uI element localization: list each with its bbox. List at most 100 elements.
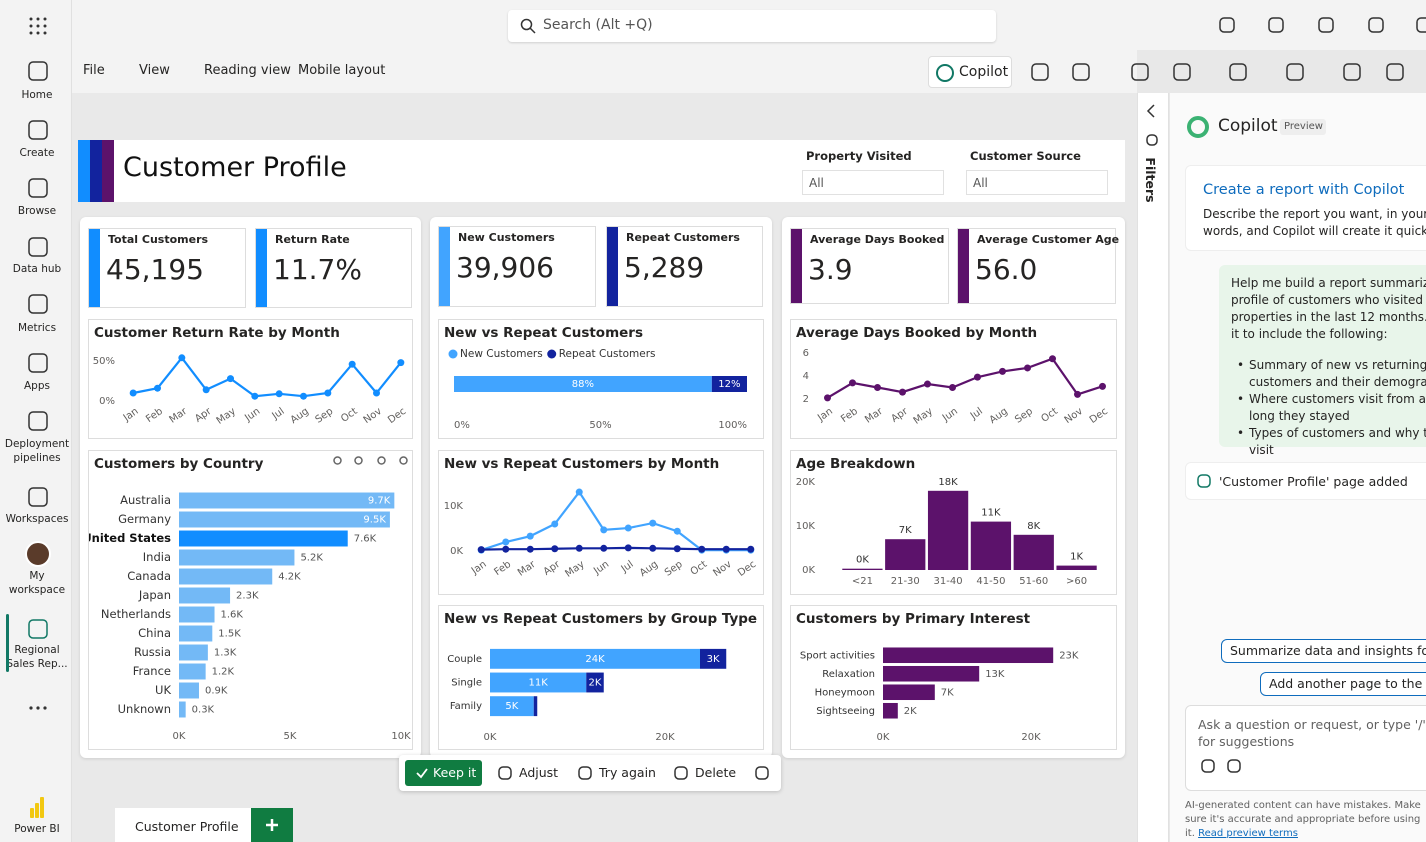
chart: Customer Return Rate by Month 0% 50% Jan Feb…: [93, 325, 409, 427]
x-tick-label: 41-50: [976, 576, 1005, 587]
icon[interactable]: [1228, 62, 1248, 82]
value-label: 1K: [1070, 552, 1083, 563]
nav-label[interactable]: My workspace: [8, 570, 66, 596]
x-tick-label: 51-60: [1019, 576, 1048, 587]
filters-label[interactable]: Filters: [1143, 157, 1158, 203]
chat-input[interactable]: Ask a question or request, or type '/' f…: [1185, 705, 1426, 791]
suggestion[interactable]: Add another page to the report: [1260, 672, 1426, 696]
chart-title: New vs Repeat Customers: [444, 325, 643, 341]
action-label[interactable]: Delete: [695, 765, 737, 780]
bullet-text: Types of customers and why they visit: [1249, 426, 1426, 457]
bar: [1056, 565, 1097, 570]
kpi-accent: [958, 229, 969, 303]
icon: [28, 487, 48, 507]
icon[interactable]: [1367, 16, 1385, 34]
nav-label[interactable]: Regional Sales Rep...: [6, 644, 68, 670]
icon-shape: [1229, 63, 1247, 81]
bar: [179, 663, 206, 680]
icon[interactable]: [1130, 62, 1150, 82]
value-label: 5K: [505, 701, 518, 712]
x-tick-label: Mar: [863, 405, 885, 425]
status-card: 'Customer Profile' page added: [1185, 462, 1426, 500]
icon[interactable]: [376, 455, 387, 466]
menu-item[interactable]: Mobile layout: [298, 63, 386, 78]
suggestion[interactable]: Summarize data and insights form this pa…: [1221, 639, 1426, 663]
icon-shape: [28, 120, 48, 140]
suggestion-text: Summarize data and insights form this pa…: [1230, 643, 1426, 658]
icon[interactable]: [332, 455, 343, 466]
icon[interactable]: [1285, 62, 1305, 82]
x-tick-label: Sep: [1013, 406, 1035, 426]
kpi-label: Return Rate: [275, 233, 350, 246]
nav-label[interactable]: Browse: [17, 205, 57, 217]
icon[interactable]: [1071, 62, 1091, 82]
icon[interactable]: [1317, 16, 1335, 34]
chart-title: New vs Repeat Customers by Month: [444, 456, 719, 472]
search-box[interactable]: Search (Alt +Q): [508, 10, 996, 42]
x-tick-label: Oct: [689, 559, 710, 578]
intro-card: Create a report with Copilot Describe the…: [1185, 165, 1426, 251]
x-tick-label: >60: [1066, 576, 1087, 587]
nav-label[interactable]: Home: [21, 89, 53, 101]
slicer-label: Customer Source: [970, 149, 1081, 163]
copilot-button[interactable]: Copilot: [928, 56, 1012, 88]
slicer-dropdown[interactable]: All: [966, 170, 1108, 195]
nav-label[interactable]: Apps: [24, 380, 50, 392]
nav-label[interactable]: Deployment pipelines: [4, 438, 70, 464]
icon-shape: [28, 353, 48, 373]
icon[interactable]: [1172, 62, 1192, 82]
point: [551, 545, 559, 553]
page-tab[interactable]: Customer Profile: [115, 808, 251, 842]
action-label[interactable]: Try again: [599, 765, 656, 780]
icon[interactable]: [353, 455, 364, 466]
icon-shape: [1286, 63, 1304, 81]
bar: [927, 490, 969, 570]
icon[interactable]: [398, 455, 409, 466]
icon[interactable]: [1385, 62, 1405, 82]
icon: [28, 619, 48, 639]
x-tick-label: Aug: [988, 406, 1010, 426]
icon[interactable]: [1267, 16, 1285, 34]
bar-segment: [490, 648, 700, 669]
y-category-label: Russia: [134, 645, 171, 659]
point: [202, 386, 210, 394]
icon[interactable]: [1030, 62, 1050, 82]
keep-button[interactable]: Keep it: [405, 760, 482, 786]
x-tick-label: May: [912, 406, 935, 427]
y-category-label: United States: [89, 531, 171, 545]
icon[interactable]: [1415, 16, 1426, 34]
point: [275, 390, 283, 398]
icon-shape: [674, 766, 688, 780]
icon[interactable]: [1218, 16, 1236, 34]
slicer-dropdown[interactable]: All: [802, 170, 944, 195]
point: [477, 546, 485, 554]
menu-item[interactable]: View: [139, 63, 170, 78]
action-label[interactable]: Adjust: [519, 765, 559, 780]
x-tick-label: Sep: [663, 559, 685, 579]
menu-item[interactable]: Reading view: [204, 63, 291, 78]
icon-shape: [28, 619, 48, 639]
point: [575, 488, 583, 496]
icon[interactable]: [1342, 62, 1362, 82]
value-label: 12%: [718, 379, 740, 390]
nav-label[interactable]: Workspaces: [5, 513, 69, 525]
point: [178, 354, 186, 362]
series-line: [480, 490, 751, 552]
icon-shape: [1146, 134, 1158, 146]
menu-item[interactable]: File: [83, 63, 105, 78]
point: [849, 379, 856, 387]
x-tick-label: 0K: [173, 731, 186, 742]
icon-shape: [1173, 63, 1191, 81]
point: [397, 359, 405, 367]
nav-label[interactable]: Create: [19, 147, 55, 159]
nav-label[interactable]: Data hub: [12, 263, 62, 275]
slicer-value: All: [973, 176, 988, 190]
terms-link[interactable]: Read preview terms: [1198, 828, 1298, 839]
add-page[interactable]: [251, 808, 293, 842]
page-tab-label: Customer Profile: [135, 819, 239, 834]
value-label: 1.5K: [218, 629, 241, 640]
nav-label[interactable]: Metrics: [17, 322, 57, 334]
y-category-label: Unknown: [118, 702, 171, 716]
y-tick-label: 10K: [796, 521, 816, 532]
icon[interactable]: [754, 765, 770, 781]
